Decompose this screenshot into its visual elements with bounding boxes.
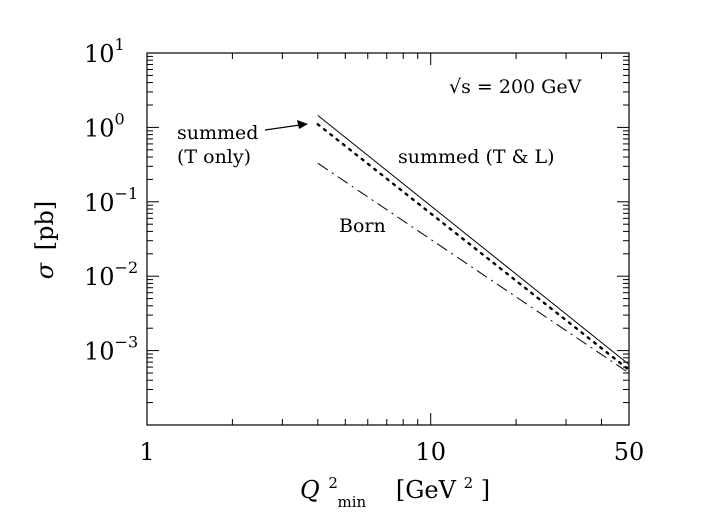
y-axis-symbol: σ [31, 262, 59, 279]
y-tick-base: 10 [84, 189, 115, 217]
y-tick-base: 10 [84, 263, 115, 291]
y-tick-base: 10 [84, 338, 115, 366]
plot-frame [146, 52, 630, 426]
summed-t-and-l-label: summed (T & L) [398, 146, 555, 168]
y-tick-exp: 1 [115, 35, 125, 54]
y-axis-unit: [pb] [31, 201, 59, 250]
y-tick-exp: −2 [115, 258, 139, 277]
series-born-line [317, 162, 630, 374]
y-tick-label-3: 10−2 [84, 258, 138, 291]
x-tick-label-2: 50 [614, 438, 645, 466]
summed-t-only-label-line1: summed [177, 122, 258, 144]
x-axis-q: Q [300, 476, 320, 504]
x-axis-unit-open: [GeV [396, 476, 457, 504]
y-axis-title: σ [pb] [31, 201, 59, 279]
y-tick-label-4: 10−3 [84, 333, 138, 366]
y-tick-base: 10 [84, 40, 115, 68]
x-tick-label-0: 1 [139, 438, 154, 466]
x-axis-q-sup: 2 [328, 474, 338, 492]
y-tick-exp: −1 [115, 184, 139, 203]
y-tick-label-0: 101 [84, 35, 125, 68]
series-tl-line [317, 115, 630, 365]
y-tick-label-1: 100 [84, 109, 125, 142]
axis-ticks [146, 53, 630, 426]
x-axis-unit-sup: 2 [464, 474, 474, 492]
born-label: Born [339, 215, 386, 237]
summed-t-only-arrow [264, 120, 308, 131]
y-tick-exp: 0 [115, 109, 125, 128]
energy-annotation: √s = 200 GeV [449, 76, 582, 98]
series-t-line [316, 123, 631, 372]
x-axis-title: Q 2 min [GeV 2 ] [300, 466, 490, 513]
y-tick-base: 10 [84, 114, 115, 142]
x-axis-q-sub: min [338, 493, 367, 511]
summed-t-only-label-line2: (T only) [177, 146, 251, 168]
x-tick-label-1: 10 [415, 438, 446, 466]
y-tick-exp: −3 [115, 333, 139, 352]
y-tick-label-2: 10−1 [84, 184, 138, 217]
series-group [316, 115, 631, 374]
x-axis-unit-close: ] [481, 476, 490, 504]
